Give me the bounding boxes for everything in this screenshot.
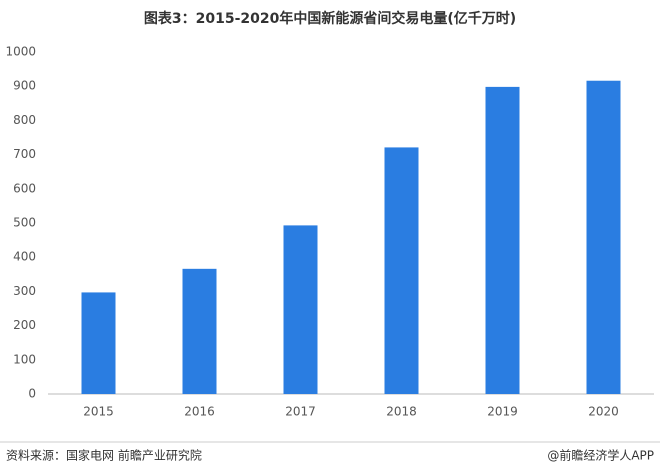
bar (485, 86, 520, 394)
bar (182, 268, 217, 394)
y-tick-label: 400 (13, 250, 36, 264)
source: 资料来源：国家电网 前瞻产业研究院 (6, 448, 202, 463)
y-tick-label: 800 (13, 113, 36, 127)
bar (81, 292, 116, 394)
x-tick-label: 2019 (487, 405, 518, 419)
x-tick-label: 2020 (588, 405, 619, 419)
y-tick-label: 0 (28, 387, 36, 401)
y-tick-label: 600 (13, 181, 36, 195)
x-tick-label: 2016 (184, 405, 215, 419)
x-tick-label: 2015 (83, 405, 114, 419)
x-tick-label: 2017 (285, 405, 316, 419)
credit: @前瞻经济学人APP (547, 448, 654, 463)
y-tick-label: 100 (13, 352, 36, 366)
bar (384, 147, 419, 394)
y-tick-label: 200 (13, 318, 36, 332)
y-tick-label: 300 (13, 284, 36, 298)
bar (283, 225, 318, 394)
y-tick-label: 500 (13, 216, 36, 230)
bar (586, 80, 621, 394)
y-tick-label: 900 (13, 79, 36, 93)
chart-title: 图表3：2015-2020年中国新能源省间交易电量(亿千万时) (144, 10, 516, 27)
y-tick-label: 1000 (5, 45, 36, 59)
y-tick-label: 700 (13, 147, 36, 161)
x-tick-label: 2018 (386, 405, 417, 419)
